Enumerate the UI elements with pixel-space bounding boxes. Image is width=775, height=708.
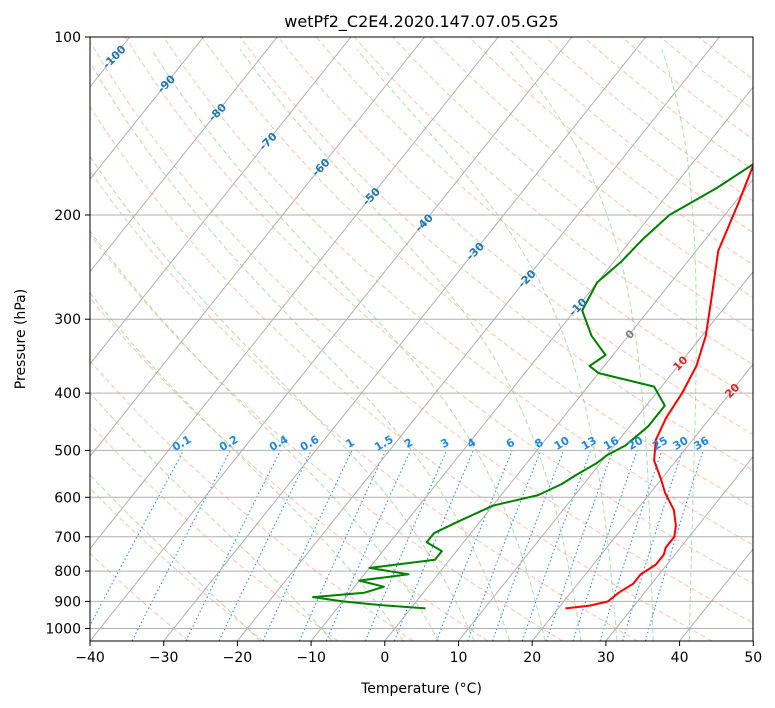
dry-adiabat-line bbox=[392, 37, 753, 332]
mixing-ratio-line bbox=[436, 450, 513, 641]
moist-adiabats bbox=[90, 49, 697, 641]
isotherm-line bbox=[90, 37, 352, 365]
isotherm-line bbox=[310, 86, 753, 641]
moist-adiabat-line bbox=[356, 49, 618, 641]
skewed-isotherms bbox=[90, 37, 753, 641]
x-tick-label: 30 bbox=[597, 650, 615, 666]
moist-adiabat-line bbox=[90, 392, 333, 641]
x-tick-label: −40 bbox=[75, 650, 105, 666]
sounding-line bbox=[312, 163, 753, 610]
isotherm-line bbox=[605, 455, 753, 641]
dry-adiabat-line bbox=[90, 423, 339, 641]
dry-adiabat-line bbox=[90, 40, 753, 624]
moist-adiabat-line bbox=[90, 61, 510, 641]
sounding-line bbox=[565, 164, 753, 610]
x-tick-label: 50 bbox=[744, 650, 762, 666]
x-axis-ticks: −40 −30 −20 −10 0 10 20 30 40 50 bbox=[75, 641, 762, 666]
x-axis-label: Temperature (°C) bbox=[360, 681, 482, 697]
y-tick-label: 800 bbox=[54, 564, 81, 580]
y-axis-label: Pressure (hPa) bbox=[13, 289, 29, 389]
chart-title: wetPf2_C2E4.2020.147.07.05.G25 bbox=[284, 12, 558, 32]
dry-adiabat-line bbox=[430, 37, 753, 299]
y-tick-label: 300 bbox=[54, 312, 81, 328]
dry-adiabat-line bbox=[90, 487, 264, 641]
x-tick-label: −30 bbox=[149, 650, 179, 666]
moist-adiabat-line bbox=[150, 49, 546, 641]
y-tick-label: 400 bbox=[54, 386, 81, 402]
isotherm-line bbox=[90, 37, 204, 181]
isotherm-line bbox=[90, 37, 278, 273]
mixing-ratio-line bbox=[298, 450, 387, 641]
y-tick-label: 200 bbox=[54, 208, 81, 224]
dry-adiabat-line bbox=[201, 37, 753, 508]
pressure-gridlines bbox=[90, 37, 753, 629]
dry-adiabat-line bbox=[90, 105, 713, 641]
x-tick-label: −20 bbox=[223, 650, 253, 666]
moist-adiabat-line bbox=[508, 49, 654, 641]
isotherm-line bbox=[90, 37, 425, 458]
sounding-series bbox=[312, 163, 753, 610]
mixing-ratio-line bbox=[521, 450, 592, 641]
mixing-ratio-line bbox=[467, 450, 542, 641]
mixing-ratio-line bbox=[185, 450, 281, 641]
x-tick-label: −10 bbox=[296, 650, 326, 666]
y-tick-label: 900 bbox=[54, 594, 81, 610]
mixing-ratio-lines bbox=[90, 450, 704, 641]
isotherm-line bbox=[384, 178, 753, 641]
isotherm-line bbox=[237, 37, 720, 641]
mixing-ratio-line bbox=[599, 450, 663, 641]
dry-adiabat-line bbox=[277, 37, 753, 436]
y-tick-label: 1000 bbox=[45, 622, 81, 638]
y-axis-ticks: 100 200 300 400 500 600 700 800 900 1000 bbox=[45, 30, 90, 638]
moist-adiabat-line bbox=[661, 49, 697, 641]
x-tick-label: 40 bbox=[671, 650, 689, 666]
isotherm-line bbox=[90, 37, 499, 550]
mixing-ratio-line bbox=[622, 450, 683, 641]
mixing-ratio-line bbox=[572, 450, 638, 641]
x-tick-label: 20 bbox=[523, 650, 541, 666]
moist-adiabat-line bbox=[239, 49, 582, 641]
plot-frame bbox=[89, 36, 754, 642]
moist-adiabat-line bbox=[90, 292, 404, 641]
mixing-ratio-line bbox=[546, 450, 614, 641]
isotherm-line bbox=[458, 271, 753, 641]
dry-adiabat-line bbox=[90, 296, 489, 641]
y-tick-label: 100 bbox=[54, 30, 81, 46]
y-tick-label: 600 bbox=[54, 490, 81, 506]
plot-area: -100-90-80-70-60-50-40-30-20-10010203040… bbox=[90, 37, 753, 641]
mixing-ratio-line bbox=[364, 450, 448, 641]
y-tick-label: 500 bbox=[54, 443, 81, 459]
isotherm-line bbox=[90, 37, 573, 641]
moist-adiabat-line bbox=[90, 230, 440, 641]
moist-adiabat-line bbox=[90, 155, 475, 641]
isotherm-line bbox=[163, 37, 647, 641]
dry-adiabat-line bbox=[90, 170, 638, 641]
mixing-ratio-line bbox=[492, 450, 564, 641]
mixing-ratio-line bbox=[90, 450, 185, 627]
x-tick-label: 10 bbox=[450, 650, 468, 666]
mixing-ratio-line bbox=[325, 450, 411, 641]
isotherm-line bbox=[531, 363, 753, 641]
moist-adiabat-line bbox=[90, 474, 261, 641]
x-tick-label: 0 bbox=[380, 650, 389, 666]
y-tick-label: 700 bbox=[54, 530, 81, 546]
dry-adiabat-line bbox=[90, 552, 190, 641]
